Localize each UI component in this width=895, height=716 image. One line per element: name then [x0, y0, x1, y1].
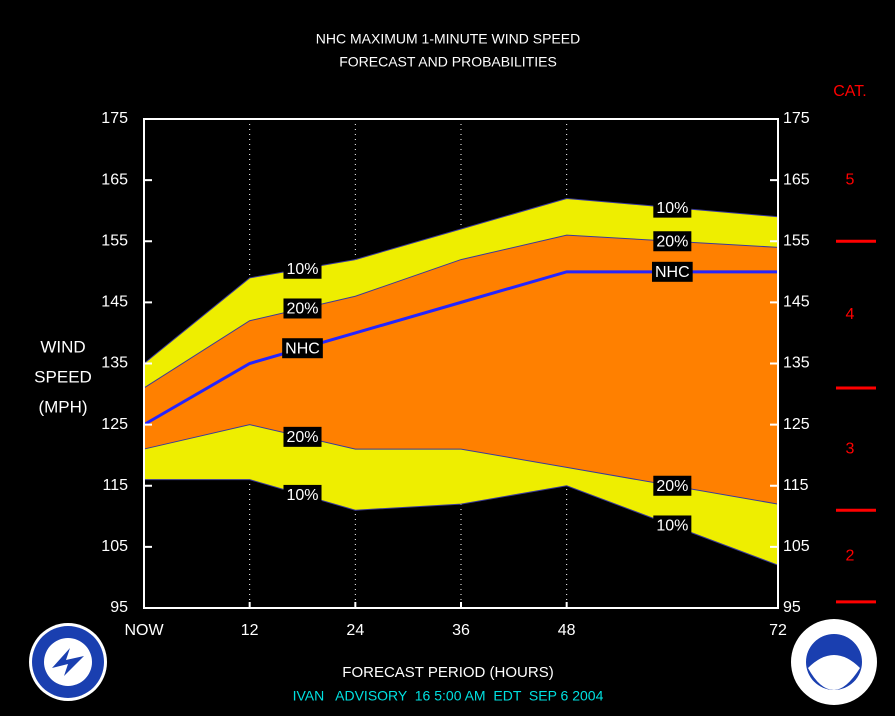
- series-label: NHC: [282, 338, 323, 359]
- category-title: CAT.: [833, 83, 866, 100]
- y-tick-label: 155: [101, 232, 128, 249]
- footer: IVAN ADVISORY 16 5:00 AM EDT SEP 6 2004: [293, 688, 604, 704]
- y2-tick-label: 165: [783, 171, 810, 188]
- series-label-text: 20%: [286, 429, 318, 446]
- category-label: 5: [846, 171, 855, 188]
- y-tick-label: 95: [110, 599, 128, 616]
- probability-band: [144, 235, 778, 505]
- series-label: 20%: [653, 231, 692, 252]
- y2-tick-label: 95: [783, 599, 801, 616]
- label-box: [283, 258, 322, 279]
- series-label: 20%: [283, 426, 322, 447]
- y-axis-label: SPEED: [34, 367, 92, 386]
- series-label-text: NHC: [655, 264, 690, 281]
- y-tick-label: 125: [101, 416, 128, 433]
- x-tick-label: NOW: [124, 622, 164, 639]
- label-box: [651, 261, 693, 282]
- y2-tick-label: 125: [783, 416, 810, 433]
- series-label: 20%: [283, 298, 322, 319]
- noaa-logo: [791, 619, 877, 705]
- series-label-text: 20%: [656, 233, 688, 250]
- y2-tick-label: 105: [783, 538, 810, 555]
- forecast-line: [143, 270, 778, 426]
- band-edge: [143, 234, 779, 389]
- label-box: [283, 426, 322, 447]
- x-tick-label: 72: [769, 622, 787, 639]
- label-box: [653, 515, 692, 536]
- series-label-text: 10%: [656, 518, 688, 535]
- series-label-text: 10%: [286, 487, 318, 504]
- logo-bolt: [52, 648, 84, 676]
- category-label: 4: [846, 306, 855, 323]
- series-label: 20%: [653, 475, 692, 496]
- category-label: 3: [846, 440, 855, 457]
- label-box: [283, 298, 322, 319]
- series-label-text: 20%: [286, 301, 318, 318]
- label-box: [653, 475, 692, 496]
- y-tick-label: 165: [101, 171, 128, 188]
- series-label-text: 10%: [286, 261, 318, 278]
- band-edge: [143, 197, 779, 364]
- logo-wave: [808, 655, 860, 690]
- y-tick-label: 145: [101, 294, 128, 311]
- series-label: 10%: [653, 515, 692, 536]
- x-axis-label: FORECAST PERIOD (HOURS): [342, 664, 553, 681]
- y-axis-label: (MPH): [38, 397, 87, 416]
- series-label-text: 10%: [656, 200, 688, 217]
- y2-tick-label: 145: [783, 294, 810, 311]
- label-box: [653, 197, 692, 218]
- y2-tick-label: 135: [783, 355, 810, 372]
- y-tick-label: 175: [101, 110, 128, 127]
- y2-tick-label: 115: [783, 477, 809, 494]
- x-tick-label: 24: [346, 622, 364, 639]
- series-label: NHC: [651, 261, 693, 282]
- label-box: [653, 231, 692, 252]
- category-label: 2: [846, 547, 855, 564]
- nws-logo: [29, 623, 107, 701]
- y2-tick-label: 155: [783, 232, 810, 249]
- chart-subtitle: FORECAST AND PROBABILITIES: [339, 54, 557, 70]
- y-tick-label: 105: [101, 538, 128, 555]
- series-label: 10%: [653, 197, 692, 218]
- label-box: [283, 484, 322, 505]
- chart-title: NHC MAXIMUM 1-MINUTE WIND SPEED: [316, 31, 580, 47]
- series-label-text: 20%: [656, 478, 688, 495]
- y-axis-label: WIND: [40, 337, 85, 356]
- y-tick-label: 115: [102, 477, 128, 494]
- band-edge: [143, 424, 779, 505]
- series-label: 10%: [283, 258, 322, 279]
- y2-tick-label: 175: [783, 110, 810, 127]
- series-label-text: NHC: [285, 340, 320, 357]
- x-tick-label: 12: [241, 622, 259, 639]
- band-edge: [144, 479, 779, 566]
- x-tick-label: 36: [452, 622, 470, 639]
- label-box: [282, 338, 323, 359]
- x-tick-label: 48: [558, 622, 576, 639]
- y-tick-label: 135: [101, 355, 128, 372]
- series-label: 10%: [283, 484, 322, 505]
